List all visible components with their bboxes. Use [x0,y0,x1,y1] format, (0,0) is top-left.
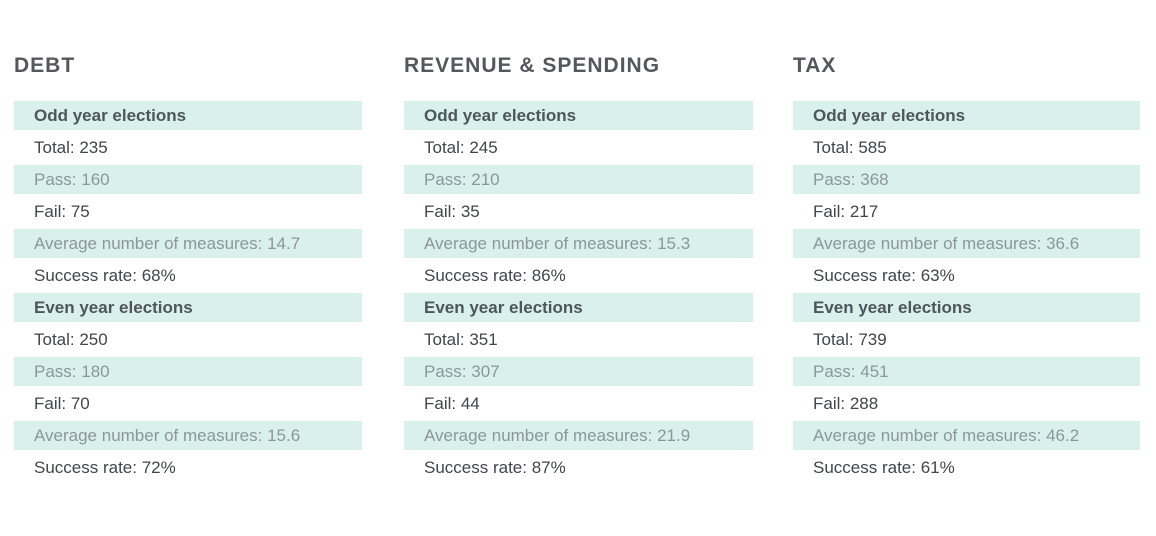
table-row-total: Total: 351 [404,325,753,354]
table-row-total: Total: 739 [793,325,1140,354]
table-row-average-measures: Average number of measures: 46.2 [793,421,1140,450]
table-row-average-measures: Average number of measures: 21.9 [404,421,753,450]
stat-column-tax: TAX Odd year elections Total: 585 Pass: … [793,0,1140,485]
table-row-average-measures: Average number of measures: 36.6 [793,229,1140,258]
group-header-row: Odd year elections [14,101,362,130]
group-header-row: Odd year elections [793,101,1140,130]
table-row-average-measures: Average number of measures: 14.7 [14,229,362,258]
table-row-pass: Pass: 160 [14,165,362,194]
table-row-total: Total: 235 [14,133,362,162]
table-row-pass: Pass: 451 [793,357,1140,386]
group-header-row: Even year elections [404,293,753,322]
table-row-fail: Fail: 70 [14,389,362,418]
group-header-row: Even year elections [793,293,1140,322]
column-title: TAX [793,54,837,77]
table-row-success-rate: Success rate: 68% [14,261,362,290]
table-row-fail: Fail: 217 [793,197,1140,226]
table-row-fail: Fail: 35 [404,197,753,226]
group-header-row: Even year elections [14,293,362,322]
table-row-success-rate: Success rate: 63% [793,261,1140,290]
column-title: DEBT [14,54,76,77]
stat-column-debt: DEBT Odd year elections Total: 235 Pass:… [14,0,362,485]
table-row-average-measures: Average number of measures: 15.6 [14,421,362,450]
table-row-success-rate: Success rate: 61% [793,453,1140,482]
group-header-row: Odd year elections [404,101,753,130]
table-row-total: Total: 585 [793,133,1140,162]
table-row-fail: Fail: 75 [14,197,362,226]
column-title: REVENUE & SPENDING [404,54,661,77]
table-row-success-rate: Success rate: 87% [404,453,753,482]
table-row-pass: Pass: 307 [404,357,753,386]
table-row-pass: Pass: 210 [404,165,753,194]
table-row-pass: Pass: 368 [793,165,1140,194]
table-row-total: Total: 250 [14,325,362,354]
table-row-pass: Pass: 180 [14,357,362,386]
table-row-fail: Fail: 44 [404,389,753,418]
table-row-total: Total: 245 [404,133,753,162]
table-row-fail: Fail: 288 [793,389,1140,418]
table-row-success-rate: Success rate: 72% [14,453,362,482]
table-row-average-measures: Average number of measures: 15.3 [404,229,753,258]
stat-column-revenue-spending: REVENUE & SPENDING Odd year elections To… [404,0,753,485]
table-row-success-rate: Success rate: 86% [404,261,753,290]
